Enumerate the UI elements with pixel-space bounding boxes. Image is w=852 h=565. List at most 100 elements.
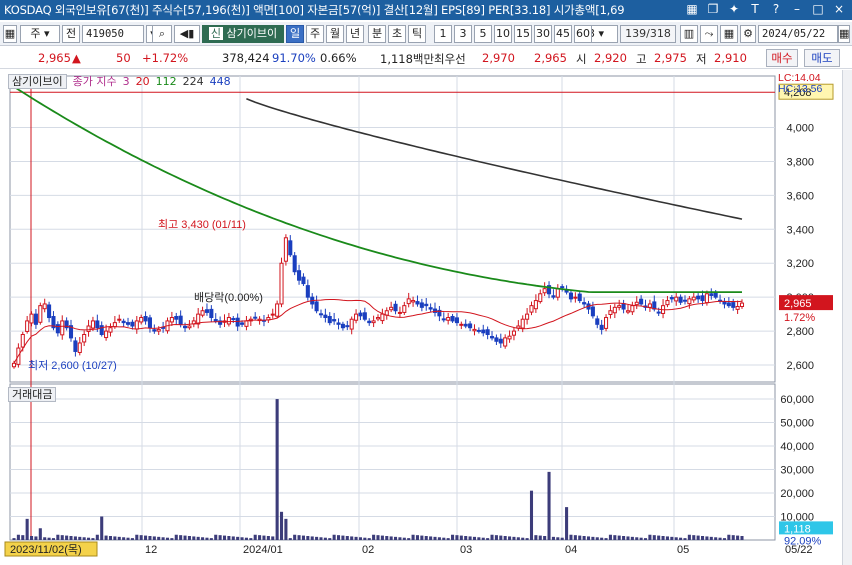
candle-body (590, 306, 595, 317)
period-button-6[interactable]: 틱 (408, 25, 426, 43)
candle-body (314, 301, 319, 312)
volume-bar (635, 537, 639, 540)
stock-name-badge[interactable]: 신 삼기이브이 (202, 25, 284, 43)
help-icon[interactable]: ? (772, 2, 780, 16)
candle-body (90, 320, 95, 329)
interval-button-5[interactable]: 30 (534, 25, 552, 43)
candle-body (125, 322, 131, 325)
volume-bar (288, 538, 292, 540)
minimize-icon[interactable]: – (794, 2, 800, 16)
volume-bar (411, 534, 415, 540)
open-value: 2,920 (594, 51, 627, 65)
volume-bar (565, 507, 569, 540)
period-button-0[interactable]: 일 (286, 25, 304, 43)
interval-button-7[interactable]: 60 (574, 25, 592, 43)
volume-bar (547, 471, 551, 540)
toolbar: ▦ 주 ▾ 전 419050 ▾ ⌕ ◀▮ 신 삼기이브이 3 ▾ 139/31… (0, 22, 852, 46)
volume-bar (69, 536, 73, 540)
calendar-icon[interactable]: ▦ (838, 25, 850, 43)
candle-body (288, 240, 293, 256)
volume-bar (135, 534, 139, 540)
pin-icon[interactable]: ✦ (728, 2, 740, 16)
restore-icon[interactable]: ❐ (707, 2, 719, 16)
volume-bar (367, 538, 371, 540)
settings-icon[interactable]: ⚙ (740, 25, 756, 43)
candle-body (691, 296, 696, 301)
speaker-icon[interactable]: ◀▮ (174, 25, 200, 43)
ma-label: 종가 지수 (72, 75, 117, 88)
volume-bar (499, 535, 503, 540)
volume-tag[interactable]: 거래대금 (8, 387, 57, 402)
maximize-icon[interactable]: □ (812, 2, 824, 16)
candle-body (450, 316, 455, 322)
candle-body (68, 325, 74, 339)
volume-bar (648, 534, 652, 540)
candle-body (358, 312, 363, 317)
candle-body (349, 318, 354, 330)
candle-body (402, 305, 407, 313)
grid-icon[interactable]: ▦ (686, 2, 698, 16)
trend-icon[interactable]: ⤳ (700, 25, 718, 43)
volume-bar (249, 538, 253, 540)
vertical-scrollbar[interactable] (842, 70, 852, 565)
grid-toggle-icon[interactable]: ▦ (3, 25, 17, 43)
volume-bar (56, 534, 60, 540)
period-button-4[interactable]: 분 (368, 25, 386, 43)
volume-bar (700, 536, 705, 540)
period-button-3[interactable]: 년 (346, 25, 364, 43)
price-tag[interactable]: 삼기이브이 (8, 73, 67, 89)
volume-tick-label: 20,000 (780, 488, 814, 500)
period-button-5[interactable]: 초 (388, 25, 406, 43)
close-icon[interactable]: × (833, 2, 845, 16)
volume-bar (12, 538, 16, 540)
sell-button[interactable]: 매도 (804, 49, 840, 67)
buy-button[interactable]: 매수 (766, 49, 798, 67)
volume-bar (139, 535, 143, 540)
stock-code-input[interactable]: 419050 (82, 25, 144, 43)
interval-button-4[interactable]: 15 (514, 25, 532, 43)
candle-body (454, 317, 459, 324)
candle-body (77, 342, 82, 353)
interval-button-3[interactable]: 10 (494, 25, 512, 43)
turnover: 0.66% (320, 51, 357, 65)
volume-bar (543, 536, 547, 540)
candle-body (551, 295, 556, 298)
volume-bar (209, 538, 213, 540)
candle-body (542, 288, 547, 294)
volume-bar (626, 536, 630, 540)
interval-button-1[interactable]: 3 (454, 25, 472, 43)
current-amount-pct: 92.09% (784, 535, 822, 547)
date-input[interactable]: 2024/05/22 (758, 25, 838, 43)
prev-button[interactable]: 전 (62, 25, 80, 43)
volume-bar (556, 537, 560, 540)
volume-bar (442, 537, 446, 540)
t-icon[interactable]: T (751, 2, 759, 16)
candle-body (11, 362, 17, 368)
volume-bar (65, 535, 69, 540)
period-button-2[interactable]: 월 (326, 25, 344, 43)
candle-body (682, 299, 688, 302)
volume-bar (604, 538, 608, 540)
volume-bar (100, 516, 104, 540)
volume-bar (315, 536, 319, 540)
period-button-1[interactable]: 주 (306, 25, 324, 43)
search-icon[interactable]: ⌕ (152, 25, 172, 43)
grid-layout-icon[interactable]: ▦ (720, 25, 738, 43)
candle-body (117, 318, 122, 321)
volume-bar (240, 537, 244, 540)
candle-body (406, 298, 411, 305)
type-select[interactable]: 주 ▾ (20, 25, 60, 43)
x-tick-label: 05 (677, 544, 689, 556)
current-price-box (779, 295, 833, 311)
volume-bar (617, 535, 621, 540)
interval-button-2[interactable]: 5 (474, 25, 492, 43)
price-volume-chart[interactable]: 4,0003,8003,6003,4003,2003,0002,8002,600… (0, 70, 852, 565)
candle-body (332, 319, 337, 322)
ma-period-3: 3 (122, 74, 130, 88)
candle-body (292, 255, 297, 273)
interval-button-6[interactable]: 45 (554, 25, 572, 43)
bar-chart-icon[interactable]: ▥ (680, 25, 698, 43)
chart-area[interactable]: 4,0003,8003,6003,4003,2003,0002,8002,600… (0, 70, 852, 565)
interval-button-0[interactable]: 1 (434, 25, 452, 43)
change-arrow: ▲ (72, 51, 81, 65)
